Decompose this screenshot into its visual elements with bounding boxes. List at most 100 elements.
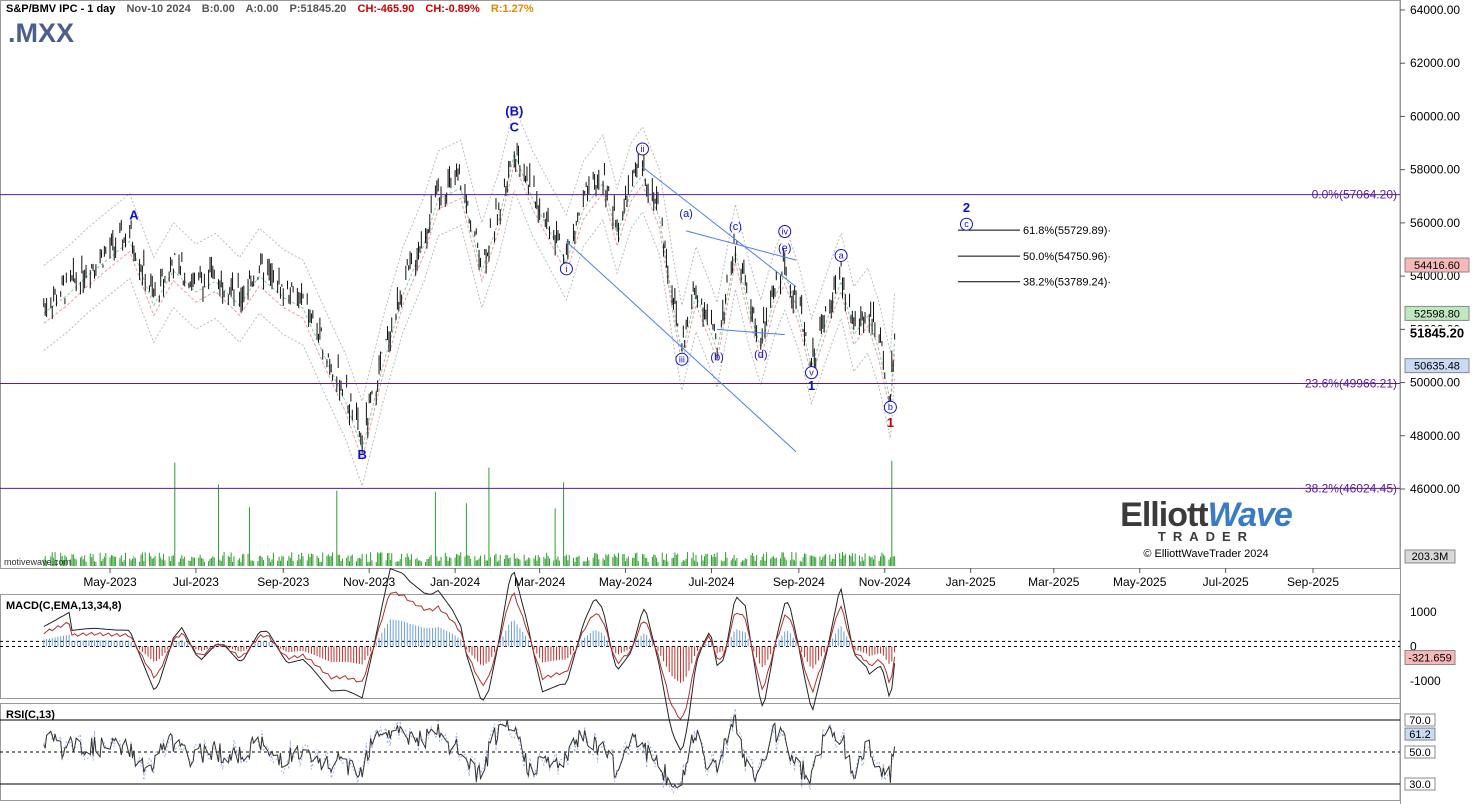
channel-trendline bbox=[717, 328, 785, 336]
macd-line bbox=[43, 568, 896, 752]
wave-label-circle bbox=[635, 142, 649, 156]
price-badge-label: 51845.20 bbox=[1410, 325, 1464, 340]
header-ask: A:0.00 bbox=[245, 3, 279, 15]
wave-label: (c) bbox=[729, 221, 742, 233]
wave-label: (B) bbox=[505, 104, 523, 119]
wave-label-circle bbox=[959, 217, 973, 231]
ticker-symbol: .MXX bbox=[8, 18, 75, 48]
price-badge bbox=[1405, 326, 1469, 341]
fib-level-label: 23.6%(49966.21) bbox=[1305, 376, 1397, 390]
wave-label: 1 bbox=[808, 378, 815, 393]
price-tick-label: 46000.00 bbox=[1410, 482, 1460, 496]
target-level-label: 61.8%(55729.89)· bbox=[1023, 225, 1111, 237]
wave-label: c bbox=[964, 219, 969, 229]
wave-label: 2 bbox=[963, 200, 970, 215]
wave-label-circle bbox=[834, 248, 848, 262]
ohlc-bars bbox=[43, 143, 896, 566]
price-badge bbox=[1404, 305, 1470, 321]
wave-label: B bbox=[357, 447, 366, 462]
price-badge bbox=[1404, 358, 1470, 374]
macd-tick-label: 1000 bbox=[1410, 605, 1437, 619]
time-tick-label: Sep-2024 bbox=[773, 575, 825, 589]
rsi-value-label: 61.2 bbox=[1409, 729, 1430, 741]
wave-label: (a) bbox=[679, 208, 692, 220]
price-tick-label: 60000.00 bbox=[1410, 109, 1460, 123]
wave-label: 1 bbox=[887, 415, 894, 430]
macd-tick-label: -1000 bbox=[1410, 674, 1441, 688]
logo-text-wave: Wave bbox=[1207, 496, 1293, 534]
rsi-tick-badge bbox=[1404, 777, 1436, 791]
price-badge bbox=[1404, 257, 1470, 273]
header-change: CH:-465.90 bbox=[357, 3, 415, 15]
price-tick-label: 58000.00 bbox=[1410, 163, 1460, 177]
rsi-line bbox=[43, 714, 896, 788]
rsi-value-badge bbox=[1404, 727, 1436, 741]
upper-band-line bbox=[43, 104, 896, 403]
time-tick-label: Jul-2025 bbox=[1203, 575, 1249, 589]
price-tick-label: 64000.00 bbox=[1410, 3, 1460, 17]
header-change-pct: CH:-0.89% bbox=[425, 3, 480, 15]
time-tick-label: Nov-2024 bbox=[859, 575, 911, 589]
wave-label: (d) bbox=[754, 349, 767, 361]
rsi-band-line bbox=[43, 708, 896, 794]
wave-label: iv bbox=[782, 227, 789, 237]
macd-value-label: -321.659 bbox=[1408, 653, 1451, 665]
time-tick-label: Sep-2025 bbox=[1287, 575, 1339, 589]
wave-label-circle bbox=[778, 225, 792, 238]
price-badge-label: 52598.80 bbox=[1414, 308, 1460, 320]
channel-trendline bbox=[686, 230, 797, 261]
lower-band-line bbox=[43, 189, 896, 488]
logo-subtitle: TRADER bbox=[1157, 529, 1255, 544]
rsi-tick-badge bbox=[1404, 713, 1436, 727]
wave-label-circle bbox=[805, 366, 819, 380]
fib-level-label: 0.0%(57064.20) bbox=[1312, 188, 1397, 202]
wave-label: A bbox=[129, 208, 139, 223]
header-bid: B:0.00 bbox=[201, 3, 235, 15]
volume-badge-label: 203.3M bbox=[1412, 551, 1449, 563]
price-tick-label: 56000.00 bbox=[1410, 216, 1460, 230]
wave-label: C bbox=[510, 120, 520, 135]
price-badge-label: 50635.48 bbox=[1414, 361, 1460, 373]
fib-level-label: 38.2%(46024.45) bbox=[1305, 481, 1397, 495]
wave-label: v bbox=[809, 368, 814, 378]
wave-label-circle bbox=[675, 352, 689, 366]
time-tick-label: Jan-2025 bbox=[946, 575, 996, 589]
elliottwave-logo: ElliottWave TRADER © ElliottWaveTrader 2… bbox=[1106, 496, 1306, 560]
time-tick-label: Mar-2024 bbox=[514, 575, 566, 589]
time-tick-label: Mar-2025 bbox=[1028, 575, 1080, 589]
target-level-label: 50.0%(54750.96)· bbox=[1023, 251, 1111, 263]
header-range-pct: R:1.27% bbox=[490, 3, 534, 15]
moving-average-green bbox=[43, 152, 896, 451]
price-tick-label: 62000.00 bbox=[1410, 56, 1460, 70]
wave-label: a bbox=[839, 250, 844, 260]
time-tick-label: Nov-2023 bbox=[343, 575, 395, 589]
watermark: motivewave.com bbox=[4, 557, 72, 567]
target-level-label: 38.2%(53789.24)· bbox=[1023, 277, 1111, 289]
price-tick-label: 54000.00 bbox=[1410, 269, 1460, 283]
rsi-tick-label: 70.0 bbox=[1409, 715, 1430, 727]
rsi-tick-label: 30.0 bbox=[1409, 779, 1430, 791]
channel-trendline bbox=[642, 166, 797, 288]
wave-label: i bbox=[565, 264, 567, 274]
rsi-tick-badge bbox=[1404, 745, 1436, 759]
volume-badge bbox=[1404, 549, 1456, 564]
copyright-text: © ElliottWaveTrader 2024 bbox=[1143, 548, 1269, 560]
rsi-pane-title: RSI(C,13) bbox=[6, 709, 55, 721]
price-badge-label: 54416.60 bbox=[1414, 260, 1460, 272]
time-tick-label: May-2023 bbox=[83, 575, 137, 589]
wave-label: ii bbox=[640, 144, 644, 154]
rsi-tick-label: 50.0 bbox=[1409, 747, 1430, 759]
logo-text-elliott: Elliott bbox=[1120, 496, 1208, 534]
time-tick-label: Jul-2024 bbox=[688, 575, 734, 589]
time-tick-label: May-2025 bbox=[1113, 575, 1167, 589]
time-tick-label: Sep-2023 bbox=[257, 575, 309, 589]
header-price: P:51845.20 bbox=[289, 3, 347, 15]
wave-label: (b) bbox=[710, 352, 723, 364]
time-tick-label: May-2024 bbox=[599, 575, 653, 589]
price-tick-label: 48000.00 bbox=[1410, 429, 1460, 443]
macd-value-badge bbox=[1404, 650, 1456, 666]
macd-tick-label: 0 bbox=[1410, 640, 1417, 654]
wave-label: iii bbox=[679, 354, 685, 364]
wave-label: (e) bbox=[778, 242, 791, 254]
